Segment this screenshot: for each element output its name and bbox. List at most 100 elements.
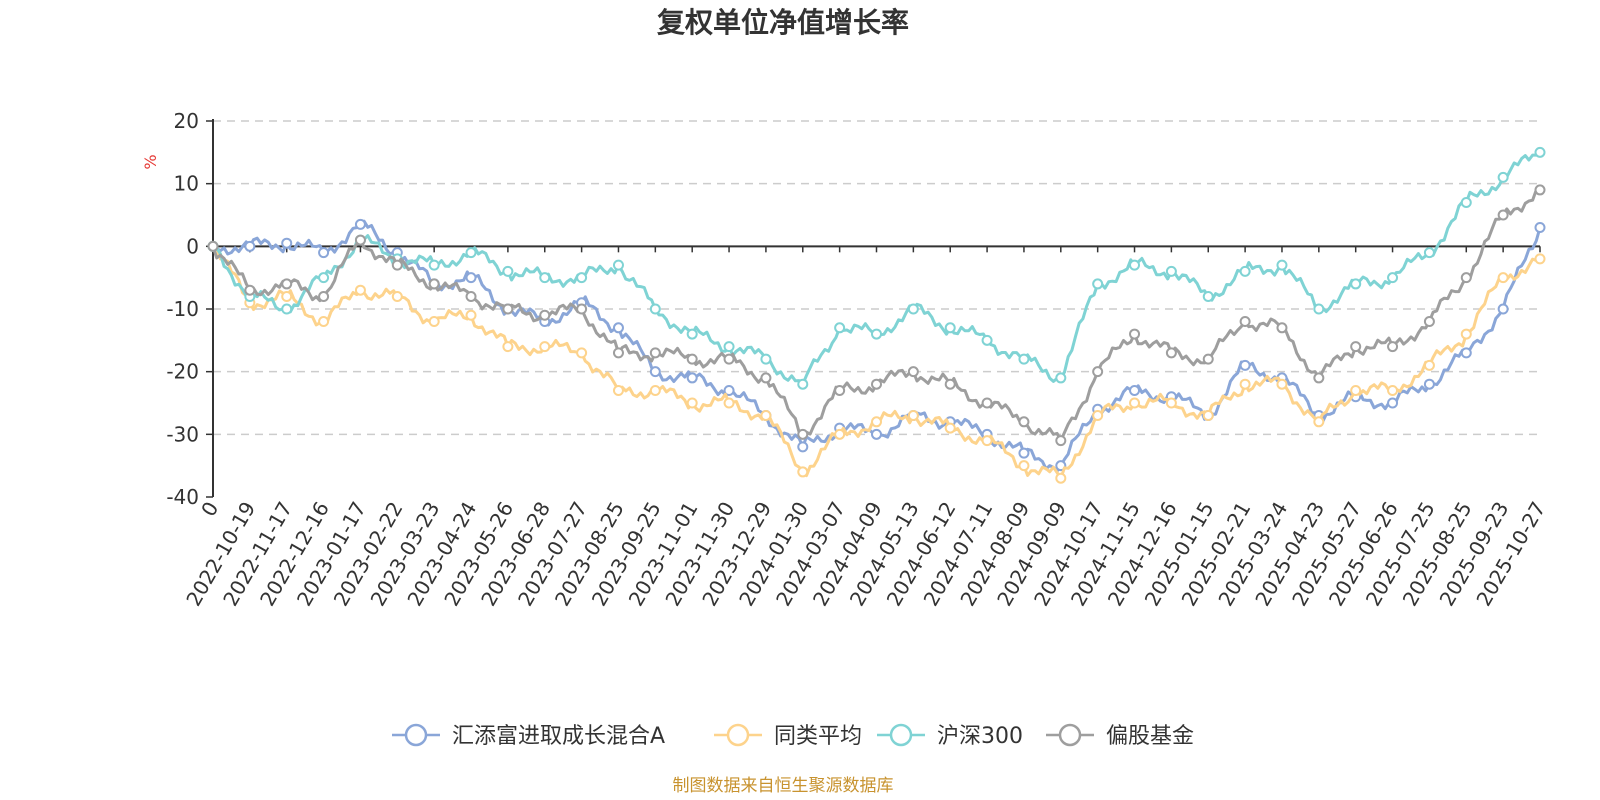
data-point [723, 341, 735, 353]
data-point [354, 234, 366, 246]
legend-label: 偏股基金 [1106, 724, 1194, 749]
data-point [760, 372, 772, 384]
data-point [612, 384, 624, 396]
data-point [502, 303, 514, 315]
data-point [834, 384, 846, 396]
data-point [760, 353, 772, 365]
data-point [834, 428, 846, 440]
data-point [465, 247, 477, 259]
data-point [1497, 171, 1509, 183]
legend-item[interactable]: 同类平均 [714, 723, 862, 749]
data-point [1387, 272, 1399, 284]
data-point [944, 378, 956, 390]
source-note: 制图数据来自恒生聚源数据库 [673, 776, 894, 796]
data-point [1460, 196, 1472, 208]
data-point [281, 278, 293, 290]
data-point [539, 309, 551, 321]
data-point [539, 272, 551, 284]
data-point [871, 428, 882, 440]
data-point [871, 416, 882, 428]
data-point [281, 290, 293, 302]
series-line [211, 245, 1541, 480]
data-point [686, 328, 698, 340]
legend-item[interactable]: 汇添富进取成长混合A [392, 723, 665, 749]
data-point [1165, 347, 1177, 359]
data-point [981, 334, 993, 346]
data-point [871, 328, 882, 340]
data-point [1276, 322, 1288, 334]
data-point [1276, 259, 1288, 271]
data-point [1276, 378, 1288, 390]
data-point [981, 397, 993, 409]
data-point [428, 278, 440, 290]
data-point [391, 290, 403, 302]
data-point [1423, 247, 1435, 259]
data-point [465, 290, 477, 302]
data-point [1202, 353, 1214, 365]
data-point [1129, 397, 1141, 409]
data-point [502, 265, 514, 277]
data-point [539, 341, 551, 353]
data-point [760, 410, 772, 422]
legend-item[interactable]: 偏股基金 [1046, 723, 1194, 749]
data-point [1165, 265, 1177, 277]
y-tick-label: -30 [166, 422, 199, 446]
data-point [723, 397, 735, 409]
legend-marker-icon [889, 723, 913, 747]
data-point [797, 466, 809, 478]
data-point [391, 259, 403, 271]
data-point [1387, 341, 1399, 353]
data-point [1129, 259, 1141, 271]
data-point [907, 410, 919, 422]
series-3 [207, 184, 1546, 447]
data-point [576, 272, 588, 284]
data-point [1239, 265, 1251, 277]
data-point [428, 316, 440, 328]
legend-label: 沪深300 [937, 724, 1023, 749]
legend-label: 汇添富进取成长混合A [452, 724, 665, 749]
data-point [1423, 359, 1435, 371]
data-point [1423, 378, 1435, 390]
data-point [1202, 290, 1214, 302]
data-point [871, 378, 882, 390]
data-point [576, 347, 588, 359]
data-point [1055, 435, 1067, 447]
data-point [1092, 366, 1104, 378]
data-point [1534, 184, 1546, 196]
data-point [576, 303, 588, 315]
data-point [1018, 353, 1030, 365]
data-point [318, 290, 330, 302]
data-point [465, 309, 477, 321]
data-point [244, 284, 256, 296]
data-point [649, 384, 661, 396]
data-point [1018, 416, 1030, 428]
data-point [907, 366, 919, 378]
y-tick-label: 20 [174, 109, 199, 133]
y-tick-label: -40 [166, 485, 199, 509]
data-point [354, 284, 366, 296]
y-tick-label: -10 [166, 297, 199, 321]
data-point [834, 322, 846, 334]
data-point [686, 353, 698, 365]
y-tick-label: 10 [174, 172, 199, 196]
data-point [1350, 278, 1362, 290]
data-point [207, 240, 219, 252]
legend-marker-icon [404, 723, 428, 747]
y-tick-label: 0 [186, 234, 199, 258]
data-point [1202, 410, 1214, 422]
data-point [1460, 272, 1472, 284]
data-point [1239, 378, 1251, 390]
data-point [649, 366, 661, 378]
data-point [944, 422, 956, 434]
data-point [1387, 397, 1399, 409]
data-point [797, 428, 809, 440]
data-point [1018, 460, 1030, 472]
legend-item[interactable]: 沪深300 [877, 723, 1023, 749]
data-point [1313, 303, 1325, 315]
data-point [1239, 316, 1251, 328]
data-point [1460, 347, 1472, 359]
data-point [686, 372, 698, 384]
data-point [428, 259, 440, 271]
data-point [1055, 372, 1067, 384]
